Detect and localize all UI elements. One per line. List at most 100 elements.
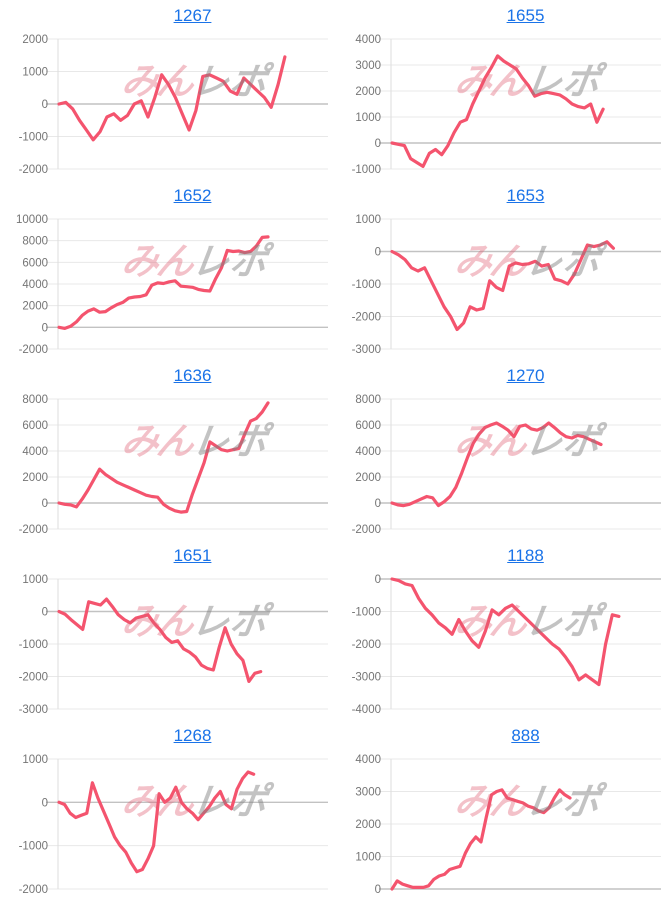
y-tick-label: 4000: [355, 446, 381, 458]
y-tick-label: -2000: [352, 639, 381, 651]
chart-title-link[interactable]: 1268: [173, 726, 212, 745]
y-tick-label: 0: [42, 797, 48, 809]
chart-cell: 1653 1000 0 -1000 -2000 -3000 みんレポ: [333, 185, 666, 365]
y-tick-label: 6000: [22, 257, 48, 269]
chart-plot-area: 0 -1000 -2000 -3000 -4000 みんレポ: [333, 569, 666, 725]
y-tick-label: 3000: [355, 60, 381, 72]
line-chart-svg: 10000 8000 6000 4000 2000 0 -2000: [16, 214, 328, 356]
chart-title-row: 1636: [0, 365, 333, 389]
chart-cell: 1188 0 -1000 -2000 -3000 -4000 みんレポ: [333, 545, 666, 725]
y-tick-label: 4000: [22, 279, 48, 291]
y-tick-label: -2000: [19, 524, 48, 536]
chart-title-link[interactable]: 888: [511, 726, 540, 745]
y-tick-label: -1000: [352, 279, 381, 291]
y-tick-label: -1000: [352, 164, 381, 176]
chart-title-row: 1655: [333, 5, 666, 29]
chart-cell: 1651 1000 0 -1000 -2000 -3000 みんレポ: [0, 545, 333, 725]
chart-cell: 888 4000 3000 2000 1000 0 みんレポ: [333, 725, 666, 905]
line-chart-svg: 4000 3000 2000 1000 0: [355, 754, 661, 896]
chart-title-link[interactable]: 1655: [506, 6, 545, 25]
y-tick-label: 0: [42, 498, 48, 510]
y-tick-label: 2000: [355, 819, 381, 831]
series-line: [57, 770, 256, 874]
y-tick-label: 8000: [22, 394, 48, 406]
y-tick-label: 0: [42, 322, 48, 334]
y-tick-label: 2000: [355, 86, 381, 98]
chart-title-row: 1267: [0, 5, 333, 29]
chart-cell: 1267 2000 1000 0 -1000 -2000 みんレポ: [0, 0, 333, 185]
y-tick-label: 4000: [355, 754, 381, 766]
y-tick-label: 8000: [22, 236, 48, 248]
y-tick-label: -1000: [19, 841, 48, 853]
y-tick-label: 0: [375, 247, 381, 259]
line-chart-svg: 1000 0 -1000 -2000 -3000: [19, 574, 328, 716]
y-tick-label: 2000: [22, 472, 48, 484]
chart-title-link[interactable]: 1652: [173, 186, 212, 205]
chart-title-link[interactable]: 1270: [506, 366, 545, 385]
y-tick-label: -2000: [19, 884, 48, 896]
series-line: [57, 597, 263, 684]
line-chart-svg: 0 -1000 -2000 -3000 -4000: [352, 574, 661, 716]
y-tick-label: 0: [375, 138, 381, 150]
series-line: [390, 577, 621, 687]
y-tick-label: 10000: [16, 214, 48, 226]
y-tick-label: 6000: [22, 420, 48, 432]
y-tick-label: 1000: [22, 67, 48, 79]
y-tick-label: -3000: [352, 672, 381, 684]
y-tick-label: 4000: [22, 446, 48, 458]
y-tick-label: 4000: [355, 34, 381, 46]
y-tick-label: 2000: [22, 301, 48, 313]
series-line: [390, 421, 603, 508]
chart-title-row: 1651: [0, 545, 333, 569]
y-tick-label: -1000: [352, 607, 381, 619]
chart-plot-area: 10000 8000 6000 4000 2000 0 -2000 みんレポ: [0, 209, 333, 365]
chart-title-row: 1268: [0, 725, 333, 749]
chart-plot-area: 1000 0 -1000 -2000 -3000 みんレポ: [333, 209, 666, 365]
line-chart-svg: 1000 0 -1000 -2000: [19, 754, 328, 896]
chart-title-link[interactable]: 1188: [507, 546, 544, 565]
y-tick-label: 0: [42, 99, 48, 111]
line-chart-svg: 2000 1000 0 -1000 -2000: [19, 34, 328, 176]
chart-plot-area: 2000 1000 0 -1000 -2000 みんレポ: [0, 29, 333, 185]
y-tick-label: 0: [375, 574, 381, 586]
chart-title-link[interactable]: 1651: [173, 546, 212, 565]
y-tick-label: -1000: [19, 639, 48, 651]
y-tick-label: -1000: [19, 132, 48, 144]
y-tick-label: 0: [375, 884, 381, 896]
chart-cell: 1270 8000 6000 4000 2000 0 -2000 みんレポ: [333, 365, 666, 545]
y-tick-label: 1000: [355, 214, 381, 226]
y-tick-label: -2000: [352, 312, 381, 324]
y-tick-label: 6000: [355, 420, 381, 432]
chart-title-row: 1270: [333, 365, 666, 389]
y-tick-label: -2000: [19, 164, 48, 176]
chart-title-row: 1653: [333, 185, 666, 209]
y-tick-label: 3000: [355, 787, 381, 799]
y-tick-label: 1000: [22, 574, 48, 586]
line-chart-svg: 4000 3000 2000 1000 0 -1000: [352, 34, 661, 176]
line-chart-svg: 8000 6000 4000 2000 0 -2000: [352, 394, 661, 536]
series-line: [390, 240, 615, 332]
y-tick-label: 8000: [355, 394, 381, 406]
chart-plot-area: 8000 6000 4000 2000 0 -2000 みんレポ: [333, 389, 666, 545]
y-tick-label: 2000: [355, 472, 381, 484]
chart-title-link[interactable]: 1636: [173, 366, 212, 385]
chart-plot-area: 4000 3000 2000 1000 0 みんレポ: [333, 749, 666, 905]
chart-plot-area: 4000 3000 2000 1000 0 -1000 みんレポ: [333, 29, 666, 185]
y-tick-label: 0: [375, 498, 381, 510]
chart-title-link[interactable]: 1653: [506, 186, 545, 205]
chart-title-link[interactable]: 1267: [173, 6, 212, 25]
y-tick-label: -3000: [352, 344, 381, 356]
y-tick-label: -2000: [352, 524, 381, 536]
y-tick-label: -2000: [19, 344, 48, 356]
y-tick-label: 1000: [355, 852, 381, 864]
y-tick-label: -3000: [19, 704, 48, 716]
line-chart-svg: 1000 0 -1000 -2000 -3000: [352, 214, 661, 356]
line-chart-svg: 8000 6000 4000 2000 0 -2000: [19, 394, 328, 536]
y-tick-label: 2000: [22, 34, 48, 46]
y-tick-label: -4000: [352, 704, 381, 716]
chart-cell: 1655 4000 3000 2000 1000 0 -1000 みんレポ: [333, 0, 666, 185]
y-tick-label: 1000: [22, 754, 48, 766]
y-tick-label: -2000: [19, 672, 48, 684]
chart-title-row: 1188: [333, 545, 666, 569]
series-line: [390, 54, 605, 168]
